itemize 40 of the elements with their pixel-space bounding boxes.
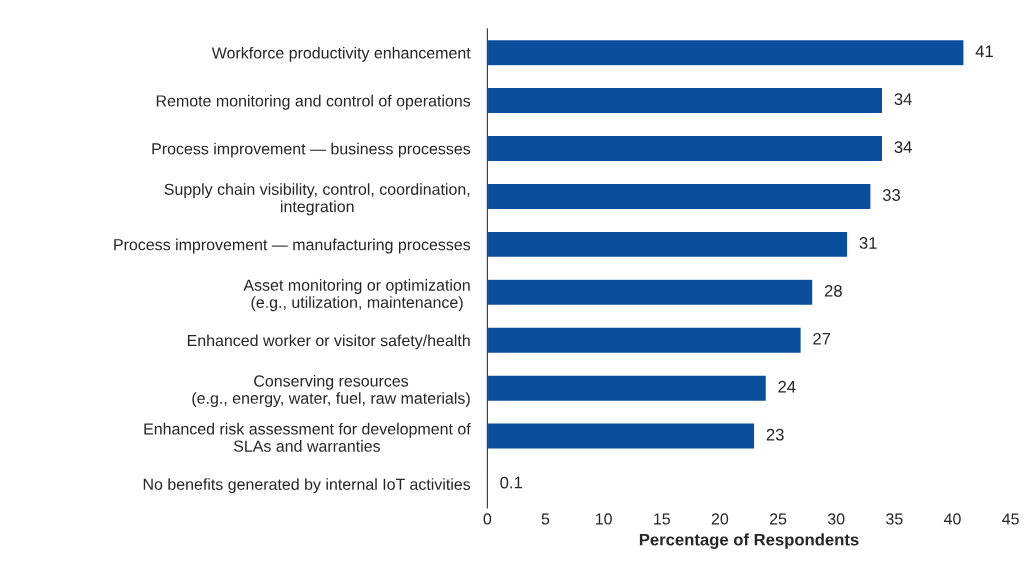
y-tick-label: Remote monitoring and control of operations bbox=[156, 94, 471, 110]
y-tick-label: Supply chain visibility, control, coordination, integration bbox=[164, 183, 470, 216]
y-tick-label: Enhanced worker or visitor safety/health bbox=[187, 334, 470, 350]
x-tick-label: 25 bbox=[769, 513, 787, 525]
bar bbox=[487, 230, 849, 259]
x-tick-label: 40 bbox=[943, 513, 961, 525]
x-tick-label: 35 bbox=[886, 513, 903, 525]
x-tick-label: 10 bbox=[595, 513, 612, 525]
data-label: 33 bbox=[882, 189, 900, 201]
data-label: 0.1 bbox=[500, 476, 522, 489]
bar bbox=[487, 374, 768, 403]
data-label: 24 bbox=[778, 380, 796, 393]
data-label: 23 bbox=[766, 428, 784, 441]
bar bbox=[487, 422, 756, 450]
bar bbox=[487, 38, 965, 67]
x-tick-label: 0 bbox=[483, 513, 492, 525]
y-tick-label: Conserving resources (e.g., energy, water, fuel, raw materials) bbox=[192, 374, 470, 408]
x-tick-label: 30 bbox=[827, 513, 845, 525]
y-tick-label: Enhanced risk assessment for development of SLAs and warranties bbox=[144, 422, 471, 452]
y-tick-label: Process improvement — business processes bbox=[152, 142, 471, 158]
bar bbox=[487, 278, 814, 307]
x-axis-title: Percentage of Respondents bbox=[639, 533, 859, 549]
y-tick-label: Process improvement — manufacturing processes bbox=[114, 238, 471, 254]
y-tick-label: Asset monitoring or optimization (e.g., utilization, maintenance) bbox=[243, 279, 470, 312]
x-tick-label: 5 bbox=[541, 513, 550, 525]
bar bbox=[487, 182, 872, 211]
x-tick-label: 20 bbox=[711, 513, 729, 525]
bar bbox=[487, 134, 884, 163]
bar bbox=[487, 326, 803, 355]
x-tick-label: 45 bbox=[1002, 513, 1019, 525]
y-tick-label: No benefits generated by internal IoT activities bbox=[143, 478, 471, 494]
x-tick-label: 15 bbox=[654, 513, 670, 525]
bar bbox=[487, 86, 884, 115]
data-label: 31 bbox=[859, 237, 877, 249]
data-label: 28 bbox=[824, 284, 842, 297]
data-label: 41 bbox=[975, 45, 993, 57]
data-label: 34 bbox=[894, 93, 912, 106]
data-label: 27 bbox=[813, 332, 831, 345]
data-label: 34 bbox=[894, 141, 912, 153]
y-tick-label: Workforce productivity enhancement bbox=[211, 46, 471, 62]
